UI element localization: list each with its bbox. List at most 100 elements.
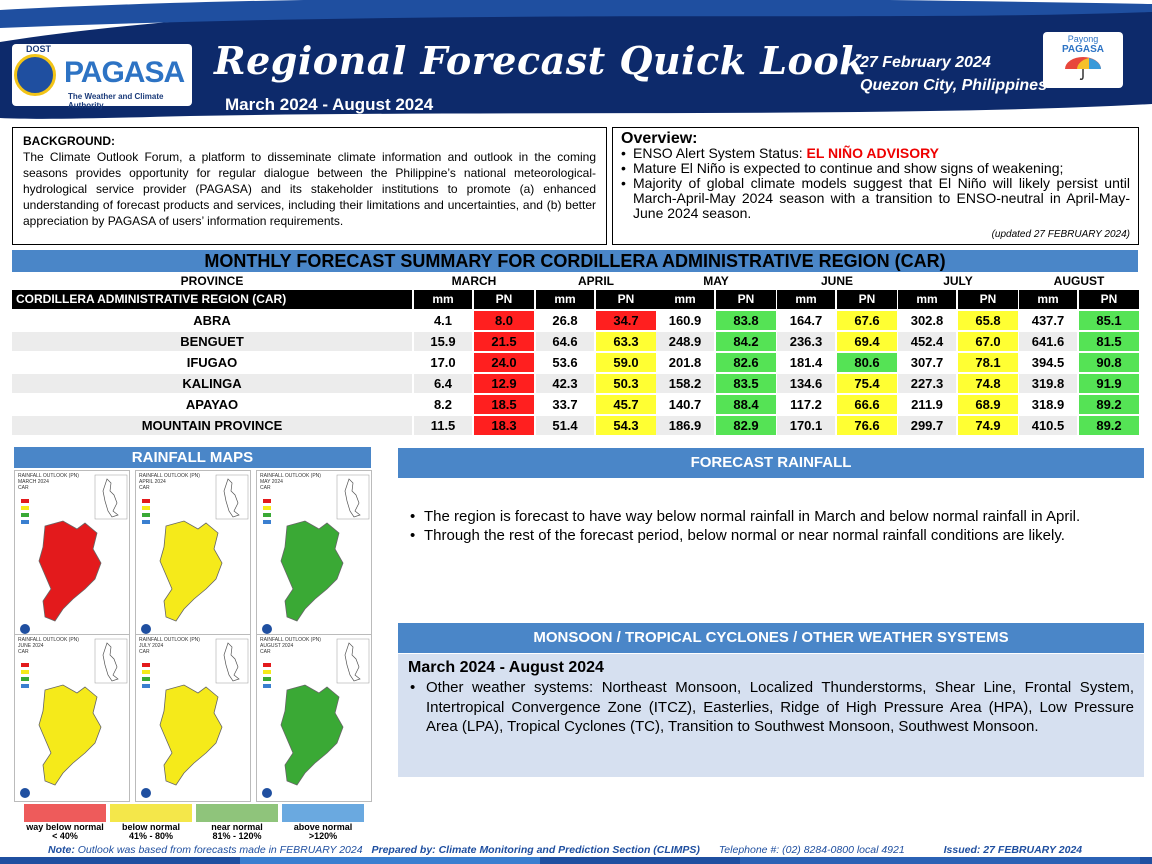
legend-label-range: < 40% — [52, 831, 78, 841]
legend-swatch — [24, 804, 106, 822]
dost-label: DOST — [26, 44, 52, 54]
legend-label: near normal 81% - 120% — [192, 823, 282, 841]
forecast-rainfall-list: The region is forecast to have way below… — [408, 507, 1143, 545]
overview-list: ENSO Alert System Status: EL NIÑO ADVISO… — [621, 146, 1130, 221]
footer-prepared: Prepared by: Climate Monitoring and Pred… — [371, 844, 700, 856]
footer-text: Note: Outlook was based from forecasts m… — [48, 844, 1082, 856]
rainfall-map-label-line: JUNE 2024 — [18, 643, 44, 649]
footer-note: Outlook was based from forecasts made in… — [74, 844, 363, 856]
philippines-outline — [102, 478, 119, 518]
map-legend-swatch — [142, 520, 150, 524]
rainfall-map-label-line: CAR — [18, 649, 29, 655]
rainfall-map-label-line: AUGUST 2024 — [260, 643, 294, 649]
monsoon-list: Other weather systems: Northeast Monsoon… — [408, 678, 1134, 737]
map-legend-swatch — [142, 513, 150, 517]
region-shape — [38, 520, 102, 622]
philippines-inset — [215, 474, 249, 520]
rainfall-map: RAINFALL OUTLOOK (PN) JULY 2024 CAR — [135, 634, 251, 802]
map-legend-swatch — [142, 684, 150, 688]
monsoon-period: March 2024 - August 2024 — [408, 659, 604, 676]
map-legend-swatch — [21, 677, 29, 681]
rainfall-map-label: RAINFALL OUTLOOK (PN) MARCH 2024 CAR — [18, 473, 79, 491]
region-shape — [159, 520, 223, 622]
rainfall-map-label-line: RAINFALL OUTLOOK (PN) — [139, 473, 200, 479]
rainfall-map-label-line: CAR — [139, 485, 150, 491]
rainfall-map-label: RAINFALL OUTLOOK (PN) MAY 2024 CAR — [260, 473, 321, 491]
map-logo-icon — [262, 788, 272, 798]
rainfall-map-label-line: CAR — [18, 485, 29, 491]
footer-phone: Telephone #: (02) 8284-0800 local 4921 — [718, 844, 905, 856]
rainfall-map-label-line: CAR — [139, 649, 150, 655]
rainfall-map-label: RAINFALL OUTLOOK (PN) APRIL 2024 CAR — [139, 473, 200, 491]
page-header: DOST PAGASA The Weather and Climate Auth… — [0, 0, 1152, 122]
footer-note-label: Note: — [48, 844, 75, 856]
forecast-rainfall-item: Through the rest of the forecast period,… — [408, 526, 1143, 545]
rainfall-map-label-line: CAR — [260, 649, 271, 655]
rainfall-map-label-line: RAINFALL OUTLOOK (PN) — [18, 637, 79, 643]
overview-item: Majority of global climate models sugges… — [621, 176, 1130, 221]
map-logo-icon — [141, 788, 151, 798]
enso-status: EL NIÑO ADVISORY — [806, 145, 940, 161]
rainfall-map-label-line: RAINFALL OUTLOOK (PN) — [260, 473, 321, 479]
page-title: Regional Forecast Quick Look — [214, 38, 867, 83]
map-legend-swatch — [142, 663, 150, 667]
rainfall-map: RAINFALL OUTLOOK (PN) MAY 2024 CAR — [256, 470, 372, 638]
legend-label: below normal 41% - 80% — [106, 823, 196, 841]
map-legend-swatch — [21, 663, 29, 667]
legend-label: above normal >120% — [278, 823, 368, 841]
rainfall-maps-title: RAINFALL MAPS — [14, 447, 371, 468]
umbrella-icon — [1065, 57, 1101, 80]
legend-label-name: way below normal — [26, 822, 104, 832]
legend-label-name: below normal — [121, 822, 180, 832]
table-title: MONTHLY FORECAST SUMMARY FOR CORDILLERA … — [12, 250, 1138, 272]
philippines-outline — [223, 478, 240, 518]
rainfall-map-label-line: JULY 2024 — [139, 643, 164, 649]
map-legend-swatch — [263, 677, 271, 681]
header-banner — [0, 0, 1152, 119]
map-legend-swatch — [21, 520, 29, 524]
map-legend-swatch — [21, 499, 29, 503]
legend-label: way below normal < 40% — [20, 823, 110, 841]
map-legend-swatch — [142, 499, 150, 503]
enso-label: ENSO Alert System Status: — [633, 145, 807, 161]
rainfall-map-label-line: RAINFALL OUTLOOK (PN) — [139, 637, 200, 643]
rainfall-map-label-line: RAINFALL OUTLOOK (PN) — [260, 637, 321, 643]
legend-label-range: 41% - 80% — [128, 831, 174, 841]
map-legend-swatch — [263, 520, 271, 524]
map-logo-icon — [262, 624, 272, 634]
region-shape — [38, 684, 102, 786]
monsoon-item: Other weather systems: Northeast Monsoon… — [408, 678, 1134, 737]
pagasa-seal-icon — [14, 54, 56, 96]
monsoon-title: MONSOON / TROPICAL CYCLONES / OTHER WEAT… — [398, 623, 1144, 653]
payong-pagasa-label: PAGASA — [1061, 44, 1105, 55]
rainfall-map-label: RAINFALL OUTLOOK (PN) AUGUST 2024 CAR — [260, 637, 321, 655]
philippines-outline — [102, 642, 119, 682]
rainfall-map-graphic — [141, 474, 249, 634]
philippines-inset — [94, 638, 128, 684]
overview-item: Mature El Niño is expected to continue a… — [621, 161, 1130, 177]
overview-updated: (updated 27 FEBRUARY 2024) — [991, 229, 1130, 240]
overview-box: Overview: ENSO Alert System Status: EL N… — [612, 127, 1139, 245]
rainfall-map-graphic — [20, 638, 128, 798]
philippines-inset — [215, 638, 249, 684]
background-title: BACKGROUND: — [23, 134, 115, 148]
map-legend-swatch — [142, 677, 150, 681]
rainfall-map: RAINFALL OUTLOOK (PN) APRIL 2024 CAR — [135, 470, 251, 638]
legend-label-range: >120% — [308, 831, 338, 841]
forecast-rainfall-item: The region is forecast to have way below… — [408, 507, 1143, 526]
rainfall-map: RAINFALL OUTLOOK (PN) AUGUST 2024 CAR — [256, 634, 372, 802]
philippines-inset — [94, 474, 128, 520]
legend-label-name: above normal — [293, 822, 353, 832]
rainfall-map-label-line: MARCH 2024 — [18, 479, 49, 485]
footer-bar — [0, 857, 1152, 864]
issue-date: 27 February 2024 — [860, 54, 991, 71]
payong-pagasa-logo: Payong PAGASA — [1043, 32, 1123, 88]
monsoon-box: March 2024 - August 2024 Other weather s… — [398, 654, 1144, 777]
rainfall-map-graphic — [262, 474, 370, 634]
philippines-inset — [336, 474, 370, 520]
pagasa-name: PAGASA — [64, 56, 185, 89]
map-legend-swatch — [21, 684, 29, 688]
rainfall-map-graphic — [141, 638, 249, 798]
philippines-outline — [223, 642, 240, 682]
